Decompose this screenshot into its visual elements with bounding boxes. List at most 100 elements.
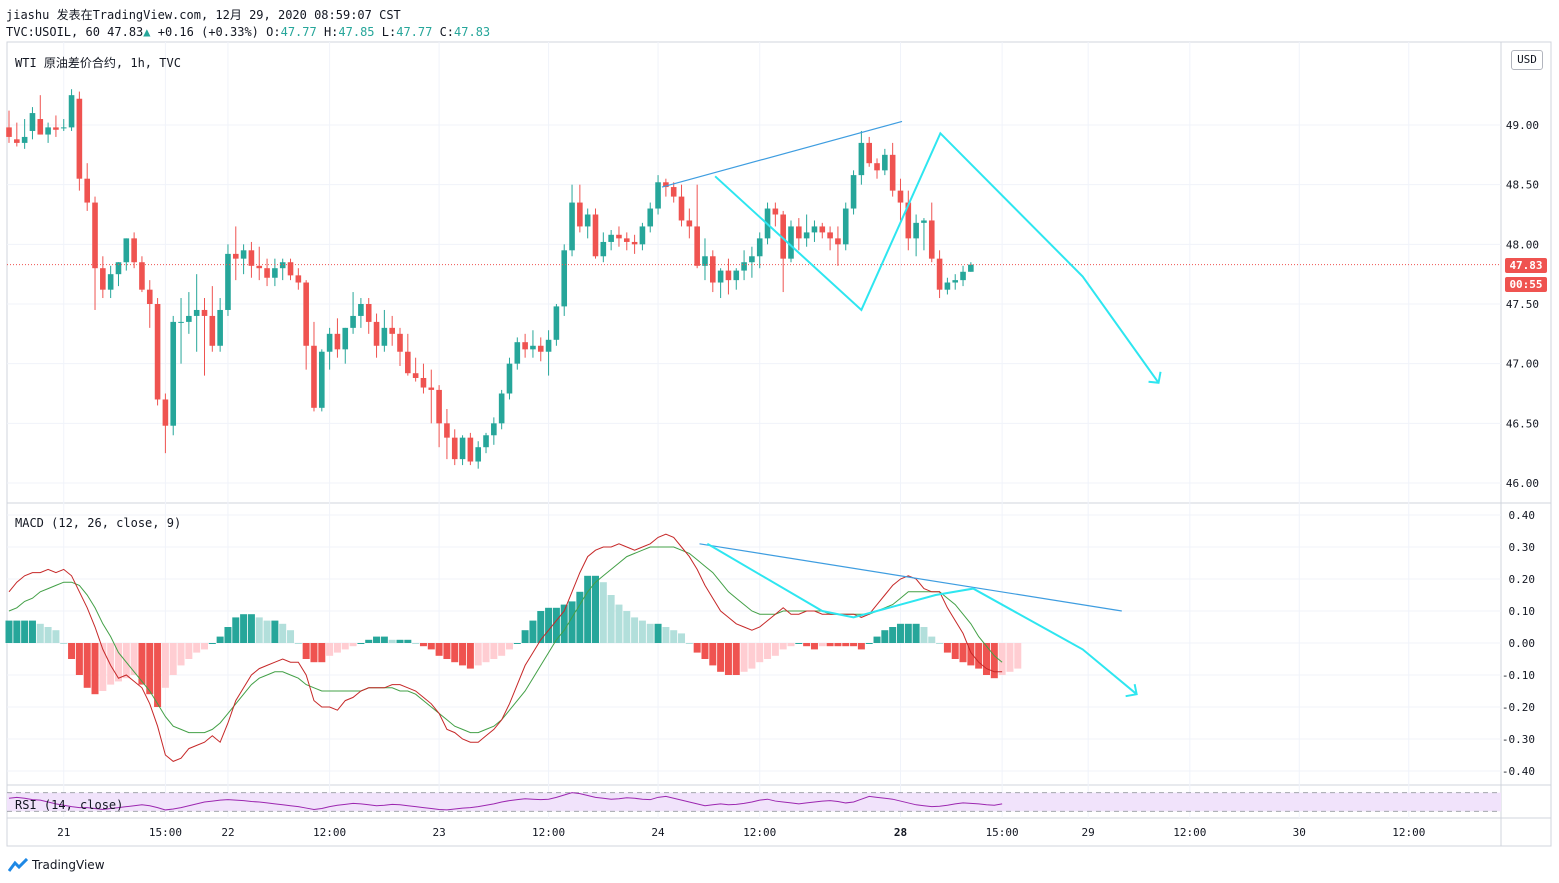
zigzag-projection	[714, 131, 1160, 384]
macd-histogram-bar	[427, 643, 435, 650]
candle-body	[217, 309, 223, 346]
time-axis-label: 30	[1293, 826, 1306, 839]
macd-histogram-bar	[466, 643, 474, 669]
candle-body	[936, 258, 943, 290]
macd-histogram-bar	[193, 643, 201, 653]
macd-histogram-bar	[740, 643, 748, 672]
candle-body	[819, 226, 826, 233]
macd-histogram-bar	[904, 623, 912, 643]
last-price-tag: 47.83	[1505, 258, 1547, 273]
candle-body	[76, 98, 83, 179]
candle-body	[201, 309, 208, 316]
candle-body	[647, 208, 654, 227]
candle-body	[107, 274, 114, 290]
candle-body	[232, 253, 239, 259]
rsi-pane-label[interactable]: RSI (14, close)	[15, 798, 124, 812]
high-label: H:	[323, 25, 339, 39]
close-value: 47.83	[454, 25, 491, 39]
candle-body	[631, 241, 638, 245]
macd-histogram-bar	[154, 643, 162, 707]
price-axis-label: 46.50	[1506, 417, 1539, 430]
currency-button[interactable]: USD	[1511, 50, 1543, 70]
candle-body	[803, 232, 810, 239]
candle-body	[928, 220, 935, 259]
macd-histogram-bar	[920, 627, 928, 643]
upper-trendline	[661, 120, 903, 188]
time-axis-label: 24	[651, 826, 665, 839]
macd-histogram-bar	[232, 617, 240, 643]
macd-histogram-bar	[654, 623, 662, 643]
tradingview-logo-icon	[8, 858, 28, 872]
macd-histogram-bar	[498, 643, 506, 656]
candle-body	[37, 119, 44, 135]
candle-body	[678, 196, 685, 221]
high-value: 47.85	[338, 25, 375, 39]
chart-frame	[6, 41, 1552, 847]
candle-body	[600, 241, 607, 257]
macd-histogram-bar	[412, 643, 420, 644]
candle-body	[139, 262, 145, 290]
time-axis-label: 12:00	[743, 826, 776, 839]
candle-body	[889, 154, 896, 191]
price-axis-label: 48.00	[1506, 238, 1539, 251]
macd-histogram-bar	[419, 643, 427, 647]
candle-body	[381, 327, 388, 346]
symbol-label[interactable]: TVC:USOIL, 60	[6, 25, 100, 39]
macd-histogram-bar	[724, 643, 732, 675]
tradingview-logo[interactable]: TradingView	[8, 856, 105, 874]
candle-body	[577, 202, 583, 227]
macd-histogram-bar	[764, 643, 772, 659]
macd-histogram-bar	[545, 607, 553, 643]
main-pane-label[interactable]: WTI 原油差价合约, 1h, TVC	[15, 56, 181, 70]
candle-body	[373, 321, 380, 346]
macd-histogram-bar	[341, 643, 349, 650]
close-label: C:	[439, 25, 455, 39]
macd-histogram-bar	[842, 643, 850, 647]
candle-body	[295, 275, 302, 283]
macd-histogram-bar	[75, 643, 83, 675]
candle-body	[584, 214, 591, 227]
macd-histogram-bar	[122, 643, 130, 679]
macd-histogram-bar	[459, 643, 467, 666]
candle-body	[397, 333, 403, 352]
macd-histogram-bar	[5, 620, 13, 643]
macd-histogram-bar	[599, 582, 607, 643]
candle-body	[733, 270, 740, 281]
candle-body	[420, 377, 427, 388]
macd-histogram-bar	[881, 630, 889, 643]
candle-body	[467, 437, 474, 462]
macd-histogram-bar	[615, 604, 623, 643]
macd-histogram-bar	[388, 639, 396, 643]
candle-body	[780, 214, 786, 259]
candle-body	[53, 127, 59, 130]
macd-histogram-bar	[60, 643, 68, 644]
macd-histogram-bar	[247, 614, 255, 643]
macd-histogram-bar	[326, 643, 334, 656]
candle-body	[209, 315, 216, 346]
macd-histogram-bar	[638, 620, 646, 643]
last-price: 47.83	[107, 25, 144, 39]
candle-body	[146, 289, 153, 304]
candle-body	[475, 447, 481, 462]
macd-histogram-bar	[795, 643, 803, 644]
macd-histogram-bar	[380, 636, 388, 643]
macd-axis-label: -0.30	[1502, 733, 1535, 746]
macd-histogram-bar	[28, 620, 36, 643]
macd-histogram-bar	[130, 643, 138, 675]
macd-histogram-bar	[521, 630, 529, 643]
macd-histogram-bar	[216, 636, 224, 643]
candle-body	[553, 306, 560, 340]
macd-pane-label[interactable]: MACD (12, 26, close, 9)	[15, 516, 182, 530]
macd-histogram-bar	[771, 643, 779, 656]
open-value: 47.77	[280, 25, 317, 39]
macd-histogram-bar	[107, 643, 115, 685]
macd-histogram-bar	[365, 639, 373, 643]
macd-histogram-bar	[826, 643, 834, 647]
macd-histogram-bar	[709, 643, 717, 666]
candle-body	[60, 127, 67, 129]
macd-histogram-bar	[201, 643, 208, 650]
macd-histogram-bar	[873, 636, 881, 643]
macd-histogram-bar	[357, 643, 365, 644]
macd-histogram-bar	[208, 643, 216, 644]
